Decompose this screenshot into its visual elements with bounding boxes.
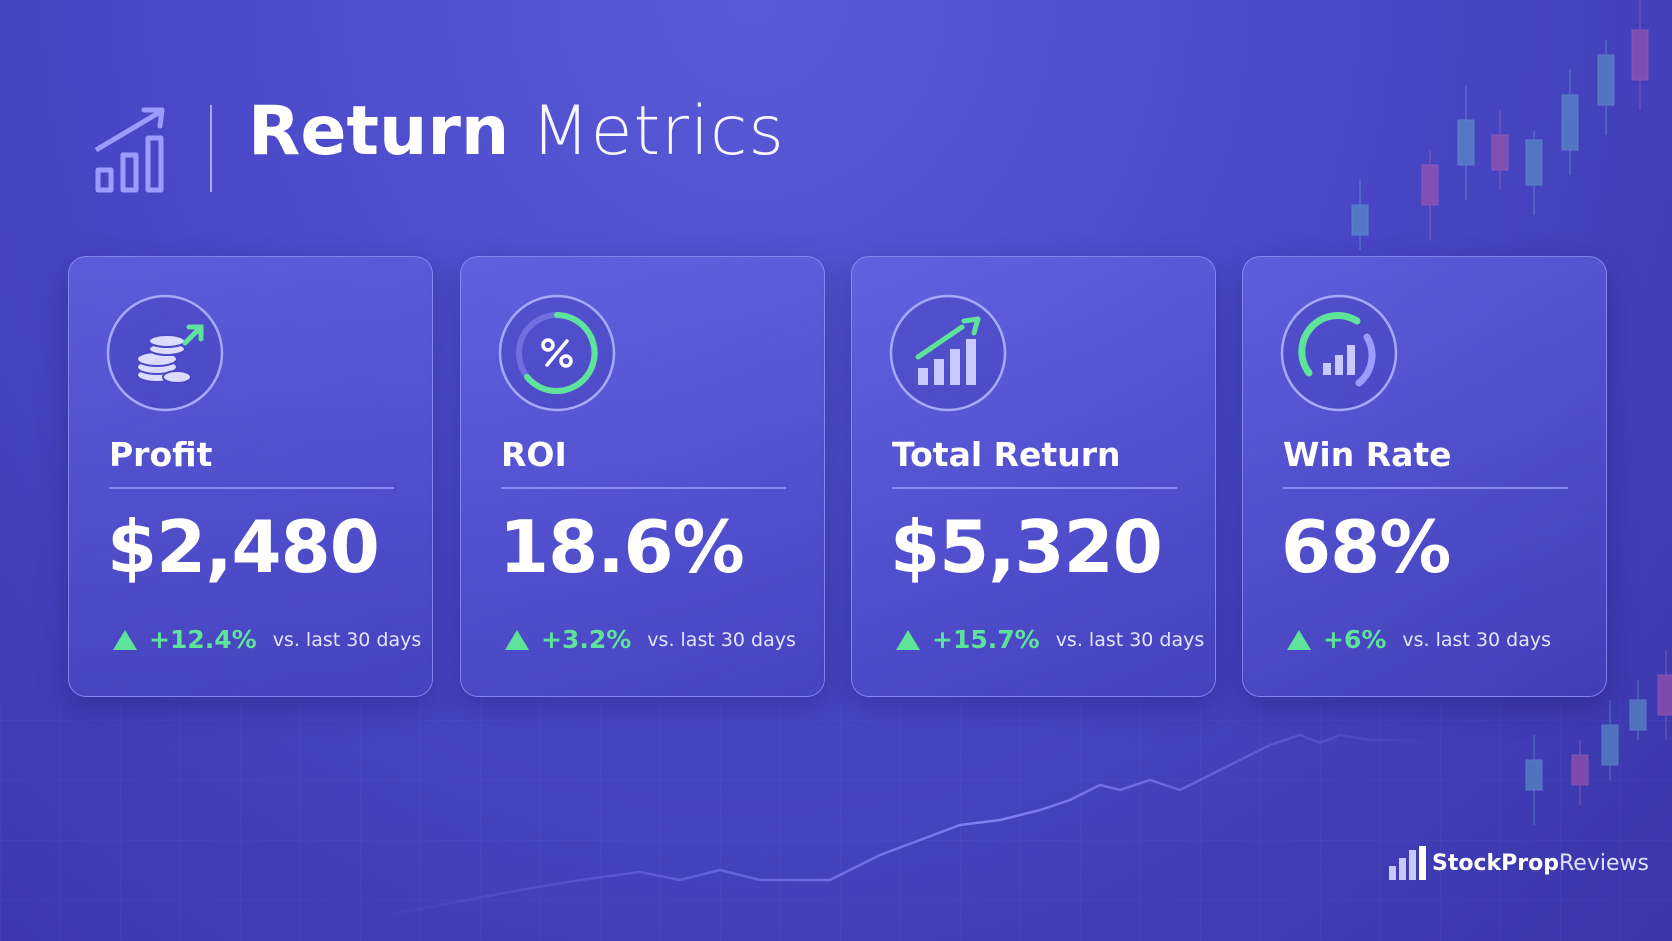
divider	[501, 487, 786, 489]
change-row: +6% vs. last 30 days	[1287, 625, 1551, 654]
up-arrow	[896, 629, 920, 650]
comparison-text: vs. last 30 days	[1055, 628, 1205, 651]
page-title: Return Metrics	[248, 98, 785, 166]
metric-icon	[106, 294, 224, 412]
metric-card: Profit $2,480 +12.4% vs. last 30 days	[68, 256, 433, 697]
metric-value: $5,320	[890, 505, 1163, 589]
metric-icon	[889, 294, 1007, 412]
up-arrow	[113, 629, 137, 650]
metric-change: +15.7%	[932, 625, 1040, 654]
metric-label: ROI	[501, 435, 567, 474]
title-bold: Return	[248, 92, 510, 171]
divider	[1283, 487, 1568, 489]
metric-label: Total Return	[892, 435, 1121, 474]
metric-icon	[1280, 294, 1398, 412]
divider	[892, 487, 1177, 489]
comparison-text: vs. last 30 days	[272, 628, 422, 651]
brand-bold: StockProp	[1432, 851, 1559, 876]
up-arrow	[1287, 629, 1311, 650]
brand: StockPropReviews	[1432, 851, 1649, 876]
metric-icon	[498, 294, 616, 412]
metric-card: Win Rate 68% +6% vs. last 30 days	[1242, 256, 1607, 697]
comparison-text: vs. last 30 days	[1402, 628, 1552, 651]
metric-label: Profit	[109, 435, 213, 474]
metric-card: ROI 18.6% +3.2% vs. last 30 days	[460, 256, 825, 697]
change-row: +12.4% vs. last 30 days	[113, 625, 421, 654]
divider	[109, 487, 394, 489]
metric-change: +6%	[1323, 625, 1387, 654]
comparison-text: vs. last 30 days	[647, 628, 796, 651]
change-row: +15.7% vs. last 30 days	[896, 625, 1204, 654]
metric-label: Win Rate	[1283, 435, 1452, 474]
metric-change: +3.2%	[541, 625, 632, 654]
title-light: Metrics	[530, 92, 785, 171]
metric-value: 18.6%	[499, 505, 745, 589]
change-row: +3.2% vs. last 30 days	[505, 625, 796, 654]
metric-change: +12.4%	[149, 625, 257, 654]
up-arrow	[505, 629, 529, 650]
metric-value: $2,480	[107, 505, 380, 589]
metric-card: Total Return $5,320 +15.7% vs. last 30 days	[851, 256, 1216, 697]
brand-light: Reviews	[1558, 851, 1649, 876]
metric-value: 68%	[1281, 505, 1451, 589]
